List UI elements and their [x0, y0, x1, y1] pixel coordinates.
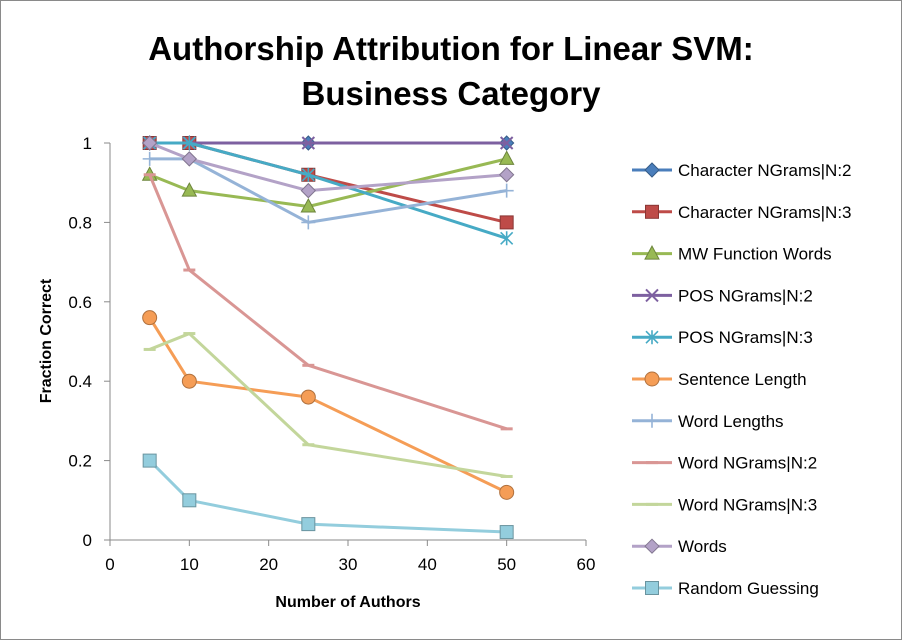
x-axis-label: Number of Authors	[275, 594, 420, 611]
y-tick-label: 0.6	[68, 293, 92, 312]
legend-item: POS NGrams|N:2	[632, 286, 813, 305]
legend-item: Word NGrams|N:3	[632, 495, 817, 514]
legend-label: Character NGrams|N:2	[678, 161, 852, 180]
data-point	[301, 215, 316, 230]
data-point	[142, 310, 158, 326]
series-line	[149, 332, 507, 478]
series-line	[149, 141, 507, 193]
data-point	[301, 517, 316, 532]
data-point	[181, 151, 198, 167]
plot-axes	[109, 143, 586, 541]
data-point	[301, 136, 316, 150]
data-point	[498, 150, 515, 165]
legend-marker	[644, 162, 660, 178]
x-axis-ticks: 0 10 20 30 40 50 60	[105, 540, 595, 574]
legend-marker	[645, 413, 659, 428]
chart-subtitle: Business Category	[302, 75, 602, 112]
x-tick-label: 60	[577, 555, 596, 574]
legend-marker	[645, 204, 659, 219]
series-words	[141, 135, 515, 199]
data-point	[499, 215, 514, 230]
data-point	[499, 525, 514, 540]
legend-item: POS NGrams|N:3	[632, 328, 813, 347]
legend-label: Word Lengths	[678, 412, 784, 431]
series-line	[149, 141, 508, 224]
legend-marker	[645, 288, 659, 303]
legend-label: POS NGrams|N:2	[678, 286, 813, 305]
data-point	[498, 167, 515, 183]
series-character-ngrams-n-3	[142, 136, 514, 230]
series-line	[148, 316, 508, 494]
series-word-ngrams-n-2	[143, 173, 513, 431]
data-point	[182, 493, 197, 508]
y-axis-label: Fraction Correct	[38, 278, 55, 403]
legend-marker	[644, 371, 660, 387]
legend-item: Word Lengths	[632, 412, 784, 431]
data-point	[500, 231, 514, 246]
data-point	[300, 182, 317, 199]
data-point	[181, 182, 198, 197]
legend-marker	[645, 581, 659, 595]
legend-label: Words	[678, 537, 727, 556]
legend-item: Character NGrams|N:3	[632, 203, 852, 222]
legend-label: POS NGrams|N:3	[678, 328, 813, 347]
x-tick-label: 20	[259, 555, 278, 574]
legend-label: Sentence Length	[678, 370, 807, 389]
legend-item: Word NGrams|N:2	[632, 454, 817, 473]
legend-label: Word NGrams|N:3	[678, 495, 817, 514]
series-word-ngrams-n-3	[143, 332, 513, 478]
x-tick-label: 0	[105, 555, 114, 574]
y-tick-label: 0.2	[68, 452, 92, 471]
data-point	[142, 151, 157, 166]
y-axis-ticks: 0 0.2 0.4 0.6 0.8 1	[68, 134, 110, 550]
series-line	[149, 141, 508, 240]
x-tick-label: 10	[180, 555, 199, 574]
legend-item: Character NGrams|N:2	[632, 161, 852, 180]
chart-title: Authorship Attribution for Linear SVM:	[148, 30, 754, 67]
legend-item: MW Function Words	[632, 245, 832, 264]
y-tick-label: 0.4	[68, 372, 92, 391]
legend-label: Character NGrams|N:3	[678, 203, 852, 222]
data-point	[182, 136, 196, 150]
legend-marker	[645, 330, 659, 345]
data-point	[300, 197, 317, 213]
y-tick-label: 0.8	[68, 213, 92, 232]
legend-label: Word NGrams|N:2	[678, 454, 817, 473]
series-line	[149, 157, 507, 224]
series-random-guessing	[142, 453, 514, 540]
y-tick-label: 1	[83, 134, 92, 153]
data-point	[300, 389, 316, 405]
y-tick-label: 0	[83, 531, 92, 550]
data-point	[301, 167, 315, 182]
legend-label: MW Function Words	[678, 245, 832, 264]
series-line	[148, 459, 507, 534]
series-sentence-length	[142, 310, 515, 500]
legend-marker	[644, 245, 660, 260]
legend: Character NGrams|N:2 Character NGrams|N:3…	[632, 161, 852, 598]
data-point	[141, 135, 158, 151]
data-point	[142, 453, 157, 468]
legend-marker	[644, 538, 660, 554]
data-point	[181, 373, 197, 389]
x-tick-label: 50	[497, 555, 516, 574]
series-layer	[141, 135, 515, 540]
x-tick-label: 40	[418, 555, 437, 574]
legend-label: Random Guessing	[678, 579, 819, 598]
data-point	[499, 183, 514, 198]
data-point	[499, 136, 514, 150]
legend-item: Words	[632, 537, 727, 556]
series-line	[148, 174, 508, 431]
data-point	[499, 484, 515, 500]
legend-item: Random Guessing	[632, 579, 819, 598]
legend-item: Sentence Length	[632, 370, 807, 389]
series-pos-ngrams-n-2	[142, 136, 514, 150]
x-tick-label: 30	[339, 555, 358, 574]
